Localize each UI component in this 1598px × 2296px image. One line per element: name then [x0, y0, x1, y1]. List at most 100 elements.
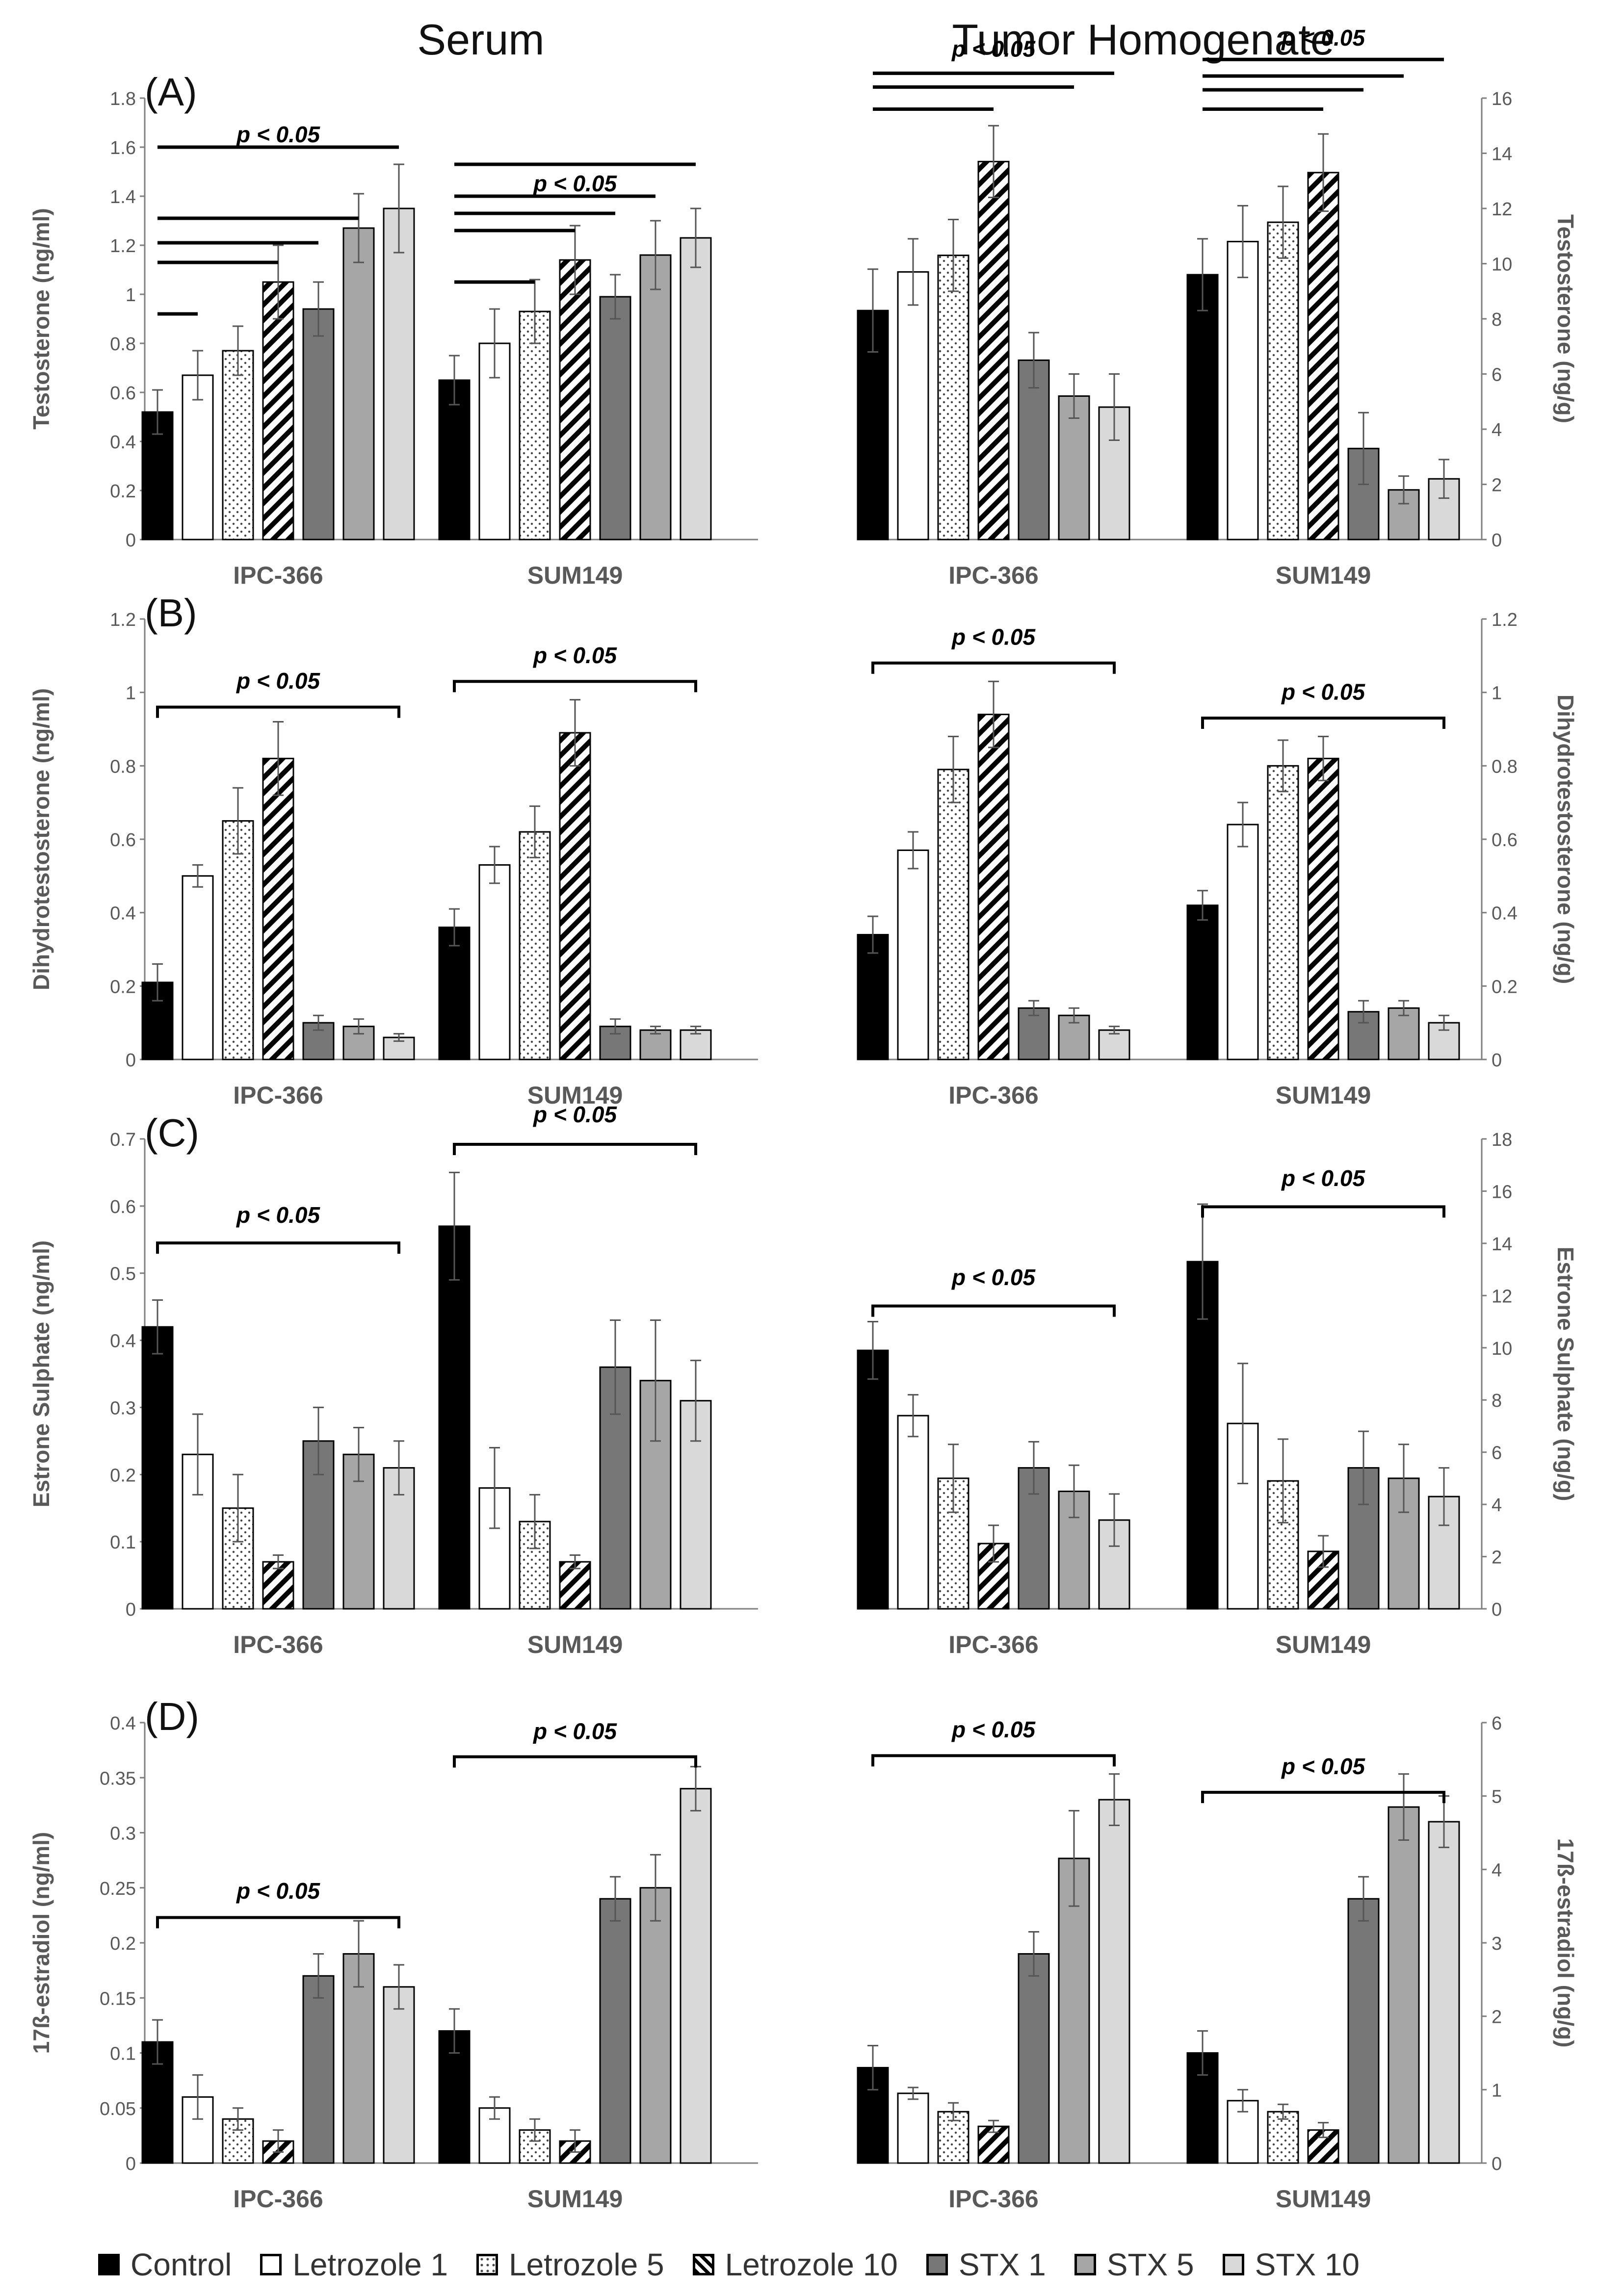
chart-6-tick-label: 0.15 — [100, 1988, 136, 2009]
chart-7-tick-label: 5 — [1492, 1787, 1502, 1807]
chart-2-tick-label: 1 — [126, 683, 136, 704]
chart-5-tick-label: 18 — [1492, 1130, 1512, 1150]
chart-2-bar — [478, 864, 511, 1060]
chart-1-bar — [1018, 359, 1050, 541]
chart-3-category-label: SUM149 — [1276, 1082, 1371, 1109]
chart-1-bar — [897, 271, 929, 541]
chart-6-tick-label: 0 — [126, 2154, 136, 2174]
chart-6-y-axis-label: 17ß-estradiol (ng/ml) — [28, 1832, 54, 2054]
chart-6-category-label: SUM149 — [527, 2185, 623, 2213]
chart-1-tick-label: 16 — [1492, 89, 1512, 109]
chart-0-bar — [302, 308, 335, 541]
chart-0-tick-label: 0.2 — [110, 481, 136, 502]
chart-2-y-axis-label: Dihydrotestosterone (ng/ml) — [28, 688, 54, 990]
chart-7-tick-label: 4 — [1492, 1860, 1502, 1881]
chart-2-category-label: IPC-366 — [233, 1082, 323, 1109]
chart-3-tick-label: 0.6 — [1492, 830, 1518, 851]
chart-2-tick-label: 0.6 — [110, 830, 136, 851]
chart-0-bar — [383, 207, 415, 541]
chart-0-bar — [680, 237, 712, 541]
legend-label-stx-1: STX 1 — [958, 2247, 1046, 2282]
chart-4-panel-label: (C) — [145, 1111, 199, 1155]
chart-2-bar — [222, 820, 254, 1060]
chart-7-bar — [1018, 1953, 1050, 2164]
chart-2-bar — [559, 732, 591, 1060]
chart-5-tick-label: 6 — [1492, 1443, 1502, 1464]
legend-item-stx-5: STX 5 — [1074, 2246, 1194, 2283]
chart-3-tick-label: 1.2 — [1492, 610, 1518, 630]
chart-0-bar — [639, 254, 672, 541]
chart-3-bar — [857, 934, 889, 1060]
chart-0-tick-label: 1.8 — [110, 89, 136, 109]
chart-0-bar — [519, 310, 551, 541]
chart-2-tick-label: 1.2 — [110, 610, 136, 630]
chart-0-bar — [599, 296, 631, 541]
chart-6-bar — [639, 1887, 672, 2164]
chart-0-bar — [182, 374, 214, 541]
legend-label-letrozole-1: Letrozole 1 — [292, 2247, 448, 2282]
chart-4-category-label: IPC-366 — [233, 1631, 323, 1658]
chart-5-p-value-annotation: p < 0.05 — [951, 1264, 1036, 1290]
legend-label-control: Control — [131, 2247, 232, 2282]
chart-3-y-axis-label: Dihydrotestosterone (ng/g) — [1553, 695, 1578, 984]
charts-canvas: 0 0.2 0.4 0.6 0.8 1 1.2 1.4 1.6 1.8 Testosterone (… — [28, 25, 1578, 2213]
legend-swatch-stx-10 — [1222, 2254, 1244, 2275]
chart-4-y-axis-label: Estrone Sulphate (ng/ml) — [28, 1240, 54, 1507]
chart-6-bar — [383, 1986, 415, 2164]
chart-2-tick-label: 0.4 — [110, 903, 136, 924]
chart-1-bar — [1307, 172, 1339, 541]
chart-3-bar — [1098, 1029, 1130, 1060]
chart-0-p-value-annotation: p < 0.05 — [532, 171, 617, 196]
legend-label-stx-10: STX 10 — [1255, 2247, 1360, 2282]
chart-7-significance-bracket — [871, 1754, 1116, 1767]
chart-7-bar — [1098, 1799, 1130, 2164]
chart-3-bar — [977, 714, 1010, 1060]
chart-0-p-value-annotation: p < 0.05 — [236, 122, 320, 147]
chart-4-tick-label: 0.5 — [110, 1264, 136, 1285]
chart-1-tick-label: 8 — [1492, 310, 1502, 330]
chart-5-y-axis-label: Estrone Sulphate (ng/g) — [1553, 1247, 1578, 1501]
chart-1-tick-label: 0 — [1492, 530, 1502, 551]
chart-4-tick-label: 0 — [126, 1599, 136, 1620]
chart-6-tick-label: 0.1 — [110, 2044, 136, 2064]
chart-4-tick-label: 0.4 — [110, 1331, 136, 1352]
chart-1-bar — [1227, 241, 1259, 541]
chart-3-tick-label: 1 — [1492, 683, 1502, 704]
legend-swatch-letrozole-1 — [260, 2254, 282, 2275]
chart-6-tick-label: 0.25 — [100, 1879, 136, 1899]
chart-1-bar — [1058, 395, 1090, 541]
legend-swatch-control — [98, 2254, 120, 2275]
chart-3-tick-label: 0.2 — [1492, 977, 1518, 997]
chart-0-category-label: IPC-366 — [233, 562, 323, 589]
chart-0-tick-label: 0.8 — [110, 334, 136, 355]
column-title-serum: Serum — [417, 15, 545, 64]
chart-4-significance-bracket — [156, 1241, 400, 1254]
chart-1-tick-label: 10 — [1492, 255, 1512, 275]
chart-7-bar — [1267, 2111, 1299, 2164]
chart-4-p-value-annotation: p < 0.05 — [532, 1102, 617, 1127]
chart-1-tick-label: 12 — [1492, 199, 1512, 220]
chart-4-bar — [438, 1225, 471, 1610]
chart-1-category-label: IPC-366 — [948, 562, 1038, 589]
chart-2-tick-label: 0.8 — [110, 756, 136, 777]
chart-0-bar — [559, 259, 591, 541]
chart-0-category-label: SUM149 — [527, 562, 623, 589]
chart-4-tick-label: 0.1 — [110, 1532, 136, 1553]
chart-6-p-value-annotation: p < 0.05 — [532, 1719, 617, 1744]
chart-3-bar — [1307, 757, 1339, 1060]
chart-6-p-value-annotation: p < 0.05 — [236, 1878, 320, 1904]
chart-7-p-value-annotation: p < 0.05 — [1281, 1754, 1365, 1779]
chart-0-bar — [222, 350, 254, 541]
chart-6-tick-label: 0.35 — [100, 1768, 136, 1789]
chart-0-y-axis-label: Testosterone (ng/ml) — [28, 208, 54, 430]
chart-2-p-value-annotation: p < 0.05 — [236, 668, 320, 694]
chart-0-bar — [342, 227, 375, 541]
chart-4-tick-label: 0.2 — [110, 1465, 136, 1486]
chart-6-bar — [342, 1953, 375, 2164]
chart-2-bar — [438, 927, 471, 1060]
legend-swatch-stx-5 — [1074, 2254, 1096, 2275]
legend-label-stx-5: STX 5 — [1106, 2247, 1194, 2282]
chart-7-tick-label: 6 — [1492, 1713, 1502, 1734]
chart-4-bar — [262, 1561, 294, 1610]
chart-6-bar — [222, 2118, 254, 2164]
